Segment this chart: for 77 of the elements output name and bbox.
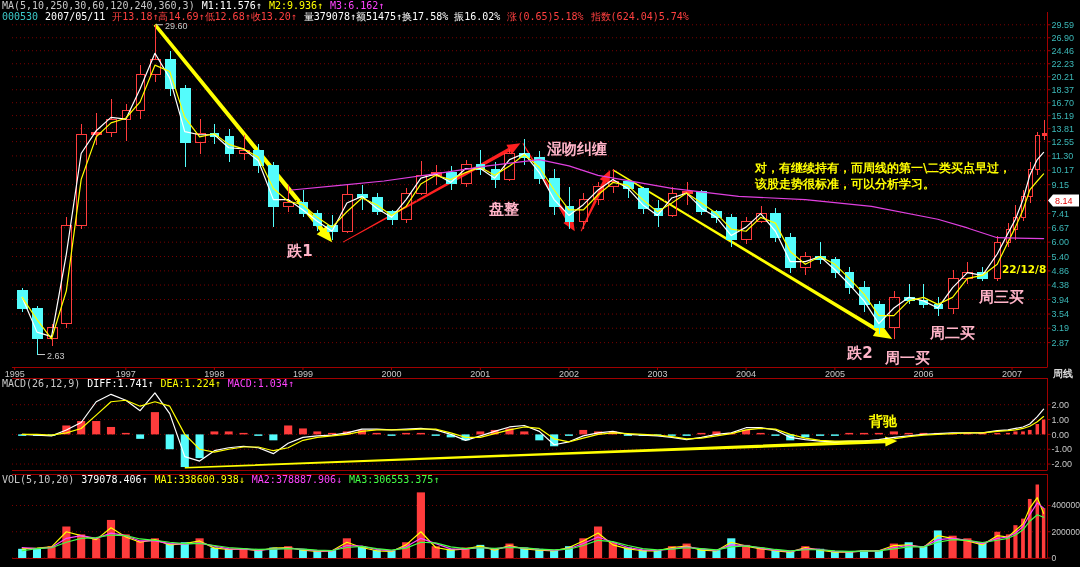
y-tick-label: 1.00 xyxy=(1051,414,1070,425)
y-tick-label: -1.00 xyxy=(1051,444,1073,455)
annotation: 2007/05/11 xyxy=(45,11,106,22)
x-tick-label: 2005 xyxy=(824,368,845,379)
y-tick-label: 4.38 xyxy=(1051,280,1070,291)
y-tick-label: 26.90 xyxy=(1051,32,1075,43)
y-tick-label: 2.00 xyxy=(1051,399,1070,410)
annotation: 周二买 xyxy=(928,324,975,343)
y-tick-label: 18.37 xyxy=(1051,84,1075,95)
annotation: 该股走势很标准，可以分析学习。 xyxy=(754,177,935,191)
y-tick-label: 12.55 xyxy=(1051,136,1075,147)
annotation: 指数(624.04)5.74% xyxy=(589,11,689,22)
y-tick-label: -2.00 xyxy=(1051,459,1073,470)
annotation: 盘整 xyxy=(488,200,519,219)
annotation: 周三买 xyxy=(977,288,1024,307)
x-axis-title: 周线 xyxy=(1052,368,1073,379)
y-tick-label: 0.00 xyxy=(1051,429,1070,440)
y-tick-label: 2.87 xyxy=(1051,337,1070,348)
y-tick-label: 7.41 xyxy=(1051,208,1070,219)
annotation: 涨(0.65)5.18% xyxy=(507,11,584,22)
annotation: MA3:306553.375↑ xyxy=(349,474,440,485)
y-tick-label: 400000 xyxy=(1051,500,1080,511)
annotation: 000530 xyxy=(2,11,39,22)
x-tick-label: 1999 xyxy=(292,368,313,379)
annotation: 379078.406↑ xyxy=(81,474,148,485)
text: M2:9.936↑ xyxy=(268,0,324,11)
x-tick-label: 2007 xyxy=(1002,368,1023,379)
y-tick-label: 15.19 xyxy=(1051,110,1075,121)
annotation: 量379078↑额51475↑换17.58% 振16.02% xyxy=(303,11,501,22)
x-tick-label: 2000 xyxy=(381,368,402,379)
annotation: MA2:378887.906↓ xyxy=(251,474,343,485)
y-tick-label: 5.40 xyxy=(1051,251,1070,262)
annotation: VOL(5,10,20) xyxy=(2,474,75,485)
annotation: 29.60 xyxy=(164,20,188,31)
annotation: 22/12/8 xyxy=(1002,263,1047,275)
annotation: MACD:1.034↑ xyxy=(227,378,294,389)
text: M1:11.576↑ xyxy=(201,0,262,11)
y-tick-label: 6.67 xyxy=(1051,222,1070,233)
y-tick-label: 200000 xyxy=(1051,526,1080,537)
x-tick-label: 1998 xyxy=(204,368,225,379)
y-tick-label: 10.17 xyxy=(1051,165,1075,176)
y-tick-label: 16.70 xyxy=(1051,97,1075,108)
ref-line-label: 8.14 xyxy=(1055,195,1073,206)
text: MA(5,10,250,30,60,120,240,360,3) xyxy=(2,0,195,11)
annotation: DIFF:1.741↑ xyxy=(87,378,154,389)
x-tick-label: 2004 xyxy=(736,368,757,379)
annotation: 背驰 xyxy=(868,413,898,430)
y-tick-label: 4.86 xyxy=(1051,266,1070,277)
y-tick-label: 13.81 xyxy=(1051,123,1075,134)
y-tick-label: 6.00 xyxy=(1051,237,1070,248)
annotation: 2.63 xyxy=(47,350,65,361)
y-tick-label: 9.15 xyxy=(1051,179,1070,190)
y-tick-label: 0 xyxy=(1051,552,1057,563)
annotation: 湿吻纠缠 xyxy=(546,139,608,158)
annotation: DEA:1.224↑ xyxy=(160,378,221,389)
y-tick-label: 3.54 xyxy=(1051,309,1070,320)
x-tick-label: 2001 xyxy=(470,368,491,379)
x-tick-label: 2006 xyxy=(913,368,934,379)
text: M3:6.162↑ xyxy=(330,0,385,11)
x-tick-label: 2002 xyxy=(558,368,579,379)
annotation: 开13.18↑高14.69↑低12.68↑收13.20↑ xyxy=(112,11,297,22)
x-tick-label: 1995 xyxy=(4,368,25,379)
y-tick-label: 20.21 xyxy=(1051,71,1075,82)
y-tick-label: 11.30 xyxy=(1051,151,1074,162)
y-tick-label: 29.59 xyxy=(1051,19,1075,30)
annotation: 跌2 xyxy=(846,344,873,363)
y-tick-label: 22.23 xyxy=(1051,58,1075,69)
annotation: 周一买 xyxy=(883,349,930,368)
x-tick-label: 1997 xyxy=(115,368,136,379)
y-tick-label: 3.19 xyxy=(1051,323,1070,334)
y-tick-label: 3.94 xyxy=(1051,294,1070,305)
annotation: MACD(26,12,9) xyxy=(2,378,81,389)
annotation: 对，有继续持有，而周线的第一\二类买点早过， xyxy=(754,161,1012,175)
y-tick-label: 24.46 xyxy=(1051,45,1075,56)
annotation: 跌1 xyxy=(286,242,313,261)
annotation: MA1:338600.938↓ xyxy=(154,474,245,485)
x-tick-label: 2003 xyxy=(647,368,668,379)
